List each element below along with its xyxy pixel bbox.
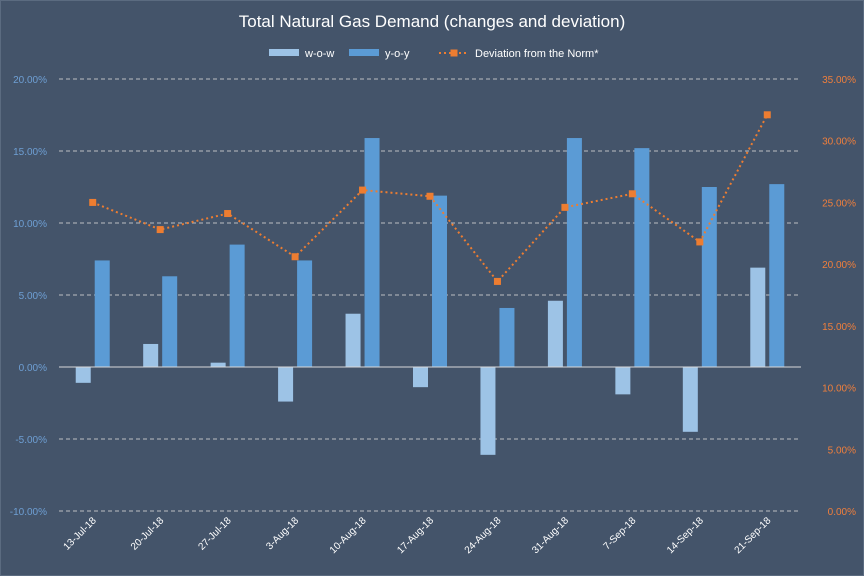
x-axis-tick-label: 31-Aug-18	[530, 515, 571, 556]
left-axis-tick-label: -5.00%	[15, 435, 47, 446]
bar-w-o-w	[750, 267, 766, 367]
chart-title: Total Natural Gas Demand (changes and de…	[239, 12, 626, 31]
x-axis-tick-label: 3-Aug-18	[264, 515, 301, 552]
right-axis-tick-label: 0.00%	[828, 507, 856, 518]
bar-w-o-w	[143, 343, 159, 367]
legend-swatch	[349, 49, 379, 56]
bar-y-o-y	[94, 260, 110, 367]
deviation-point	[89, 198, 97, 206]
bar-w-o-w	[345, 313, 361, 367]
x-axis-tick-label: 17-Aug-18	[395, 515, 436, 556]
x-axis-tick-label: 13-Jul-18	[62, 515, 100, 553]
x-axis-tick-label: 10-Aug-18	[328, 515, 369, 556]
bar-w-o-w	[615, 367, 631, 395]
left-axis-tick-label: 20.00%	[13, 75, 47, 86]
left-axis-tick-label: 15.00%	[13, 147, 47, 158]
deviation-point	[696, 238, 704, 246]
right-axis-tick-label: 10.00%	[822, 384, 856, 395]
legend-label: y-o-y	[385, 48, 410, 60]
bar-w-o-w	[682, 367, 698, 432]
x-axis-tick-label: 14-Sep-18	[665, 515, 706, 556]
x-axis-tick-label: 27-Jul-18	[196, 515, 234, 553]
x-axis-tick-label: 20-Jul-18	[129, 515, 167, 553]
bar-w-o-w	[278, 367, 294, 402]
right-axis-tick-label: 5.00%	[828, 445, 856, 456]
bar-group	[75, 138, 785, 455]
left-axis-tick-label: -10.00%	[10, 507, 47, 518]
bar-w-o-w	[413, 367, 428, 388]
deviation-point	[493, 277, 501, 285]
right-axis-tick-label: 25.00%	[822, 198, 856, 209]
legend-swatch-marker	[450, 49, 458, 57]
bar-w-o-w	[480, 367, 496, 455]
bar-w-o-w	[75, 367, 91, 383]
deviation-point	[359, 186, 367, 194]
deviation-point	[561, 203, 569, 211]
deviation-point	[426, 192, 434, 200]
line-group	[89, 111, 771, 285]
bar-y-o-y	[364, 138, 380, 367]
gridlines	[59, 78, 801, 512]
deviation-point	[156, 226, 164, 234]
bar-y-o-y	[432, 195, 447, 367]
deviation-point	[763, 111, 771, 119]
left-axis-tick-label: 0.00%	[19, 363, 47, 374]
x-axis-tick-label: 21-Sep-18	[733, 515, 774, 556]
deviation-point	[291, 253, 299, 261]
right-axis-tick-label: 35.00%	[822, 75, 856, 86]
deviation-point	[224, 210, 232, 218]
legend-swatch	[269, 49, 299, 56]
right-axis-tick-label: 30.00%	[822, 137, 856, 148]
bar-y-o-y	[297, 260, 313, 367]
legend-label: w-o-w	[304, 48, 334, 60]
bar-y-o-y	[634, 148, 650, 367]
bar-y-o-y	[229, 244, 245, 367]
legend-label: Deviation from the Norm*	[475, 48, 599, 60]
bar-w-o-w	[210, 362, 226, 367]
x-axis-tick-label: 24-Aug-18	[463, 515, 504, 556]
deviation-point	[628, 190, 636, 198]
bar-w-o-w	[547, 300, 563, 367]
x-axis-tick-label: 7-Sep-18	[602, 515, 639, 552]
bar-y-o-y	[769, 184, 785, 367]
left-axis-tick-label: 5.00%	[19, 291, 47, 302]
bar-y-o-y	[162, 276, 178, 367]
bar-y-o-y	[566, 138, 582, 367]
left-axis-tick-label: 10.00%	[13, 219, 47, 230]
right-axis-tick-label: 15.00%	[822, 322, 856, 333]
legend: w-o-w y-o-y Deviation from the Norm*	[269, 48, 599, 60]
right-axis-tick-label: 20.00%	[822, 260, 856, 271]
bar-y-o-y	[499, 307, 515, 367]
